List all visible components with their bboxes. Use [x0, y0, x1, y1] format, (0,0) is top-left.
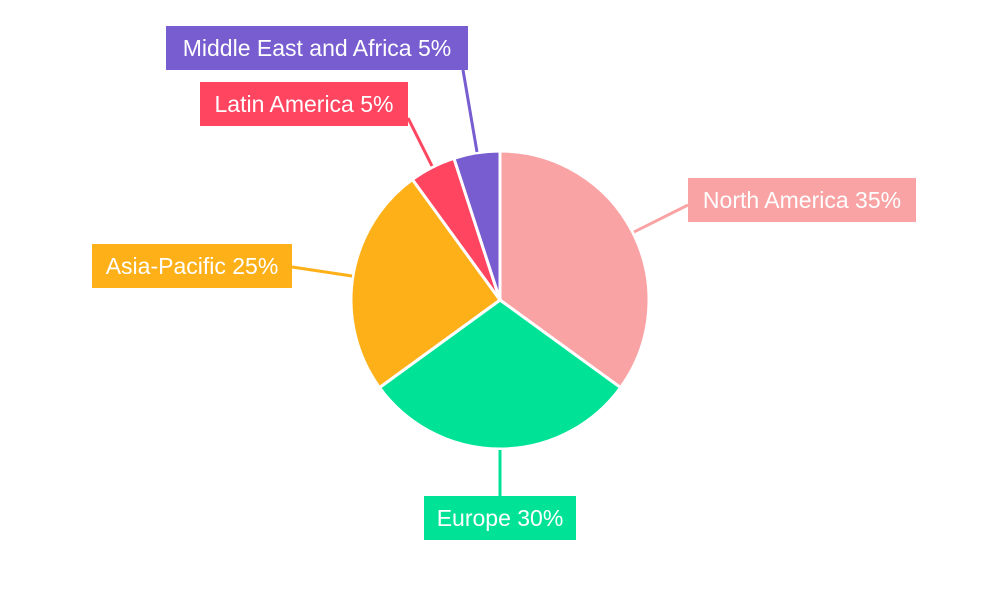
data-label-text: Latin America 5% — [215, 91, 394, 117]
data-label-text: Europe 30% — [437, 505, 564, 531]
data-label-box — [688, 178, 916, 222]
data-label-north-america: North America 35% — [688, 178, 916, 222]
data-label-asia-pacific: Asia-Pacific 25% — [92, 244, 292, 288]
data-label-middle-east-and-africa: Middle East and Africa 5% — [166, 26, 468, 70]
data-label-text: Middle East and Africa 5% — [183, 35, 451, 61]
leader-line-asia-pacific — [291, 265, 353, 278]
slice-north-america[interactable] — [498, 149, 651, 390]
data-label-box — [200, 82, 408, 126]
data-label-europe: Europe 30% — [424, 496, 576, 540]
slice-asia-pacific[interactable] — [349, 177, 503, 390]
data-label-latin-america: Latin America 5% — [200, 82, 408, 126]
data-label-text: North America 35% — [703, 187, 901, 213]
leader-line-latin-america — [406, 117, 434, 167]
data-label-box — [92, 244, 292, 288]
data-label-text: Asia-Pacific 25% — [106, 253, 279, 279]
slice-europe[interactable] — [377, 298, 623, 451]
leader-line-north-america — [633, 203, 689, 234]
leader-line-middle-east-and-africa — [461, 69, 479, 153]
data-label-box — [166, 26, 468, 70]
data-label-box — [424, 496, 576, 540]
slice-middle-east-and-africa[interactable] — [452, 149, 502, 301]
